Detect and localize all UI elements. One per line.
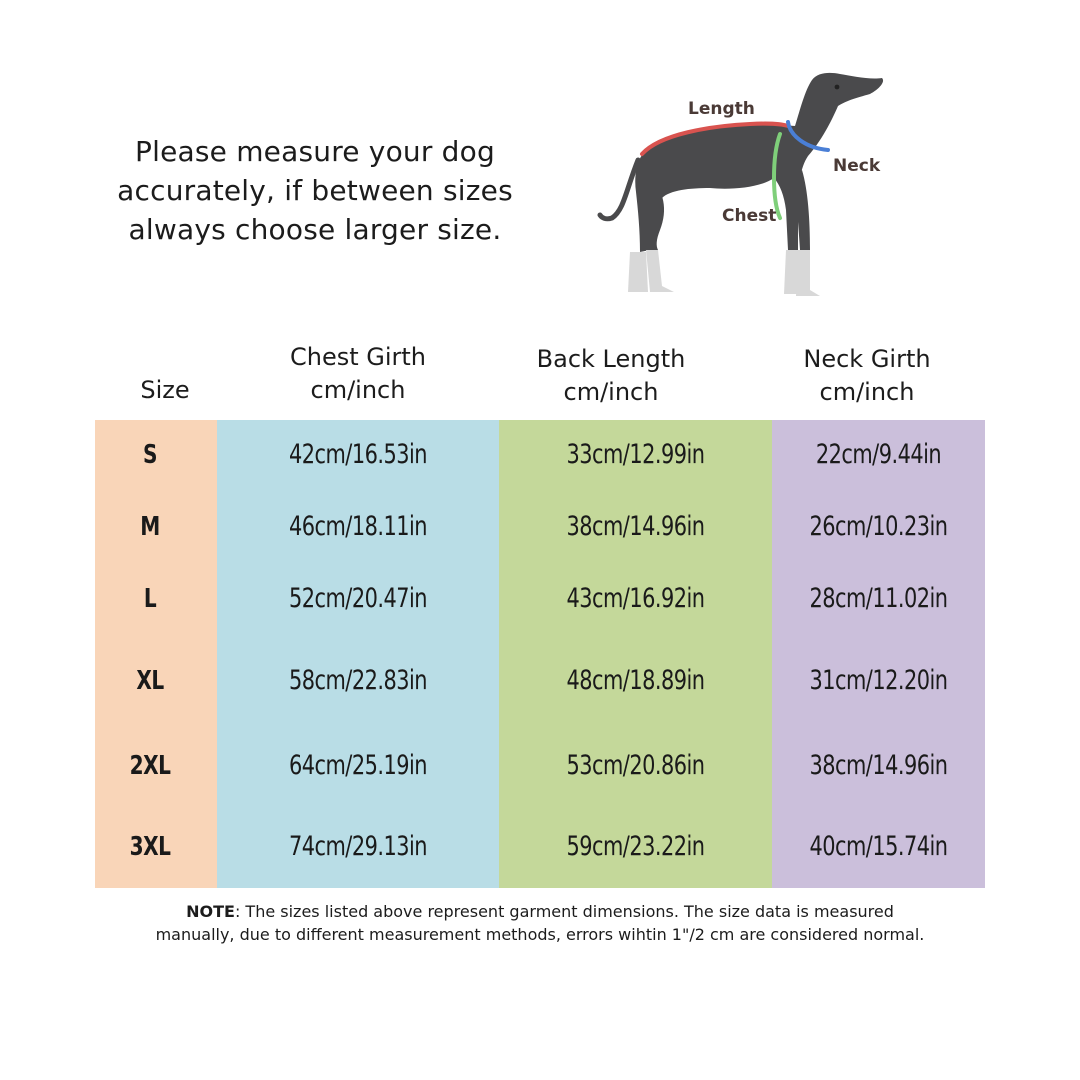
note-label: NOTE xyxy=(186,902,235,921)
back-column-band xyxy=(499,420,772,888)
neck-cell: 22cm/9.44in xyxy=(815,439,942,470)
dog-measurement-diagram: Length Neck Chest xyxy=(597,72,884,296)
note-text: NOTE: The sizes listed above represent g… xyxy=(60,900,1020,946)
back-cell: 48cm/18.89in xyxy=(566,665,705,696)
chest-cell: 74cm/29.13in xyxy=(288,831,428,862)
intro-line-3: always choose larger size. xyxy=(128,213,502,246)
chest-cell: 42cm/16.53in xyxy=(288,439,428,470)
length-label: Length xyxy=(688,99,755,119)
size-cell: 2XL xyxy=(129,751,171,781)
size-cell: M xyxy=(140,512,160,542)
intro-line-1: Please measure your dog xyxy=(135,135,495,168)
note-line-2: manually, due to different measurement m… xyxy=(155,925,925,944)
header-size: Size xyxy=(100,374,230,407)
header-neck-line2: cm/inch xyxy=(819,378,915,406)
neck-label: Neck xyxy=(833,156,881,176)
header-size-label: Size xyxy=(140,376,190,404)
neck-measure-line xyxy=(786,120,830,152)
header-chest-line2: cm/inch xyxy=(310,376,406,404)
intro-line-2: accurately, if between sizes xyxy=(117,174,513,207)
back-cell: 43cm/16.92in xyxy=(566,583,705,614)
size-column-band xyxy=(95,420,217,888)
note-line-1: NOTE: The sizes listed above represent g… xyxy=(60,900,1020,923)
neck-cell: 31cm/12.20in xyxy=(809,665,948,696)
chest-cell: 52cm/20.47in xyxy=(288,583,428,614)
dog-silhouette xyxy=(597,72,884,296)
chest-cell: 46cm/18.11in xyxy=(288,511,428,542)
header-chest-girth: Chest Girth cm/inch xyxy=(238,341,478,407)
back-cell: 53cm/20.86in xyxy=(566,750,705,781)
size-cell: S xyxy=(143,440,157,470)
header-back-line1: Back Length xyxy=(536,345,686,373)
neck-column-band xyxy=(772,420,985,888)
header-chest-line1: Chest Girth xyxy=(289,343,427,371)
chest-cell: 58cm/22.83in xyxy=(288,665,428,696)
size-cell: 3XL xyxy=(129,832,171,862)
back-cell: 59cm/23.22in xyxy=(566,831,705,862)
back-cell: 33cm/12.99in xyxy=(566,439,705,470)
chest-label: Chest xyxy=(722,206,776,226)
neck-cell: 28cm/11.02in xyxy=(809,583,948,614)
header-neck-line1: Neck Girth xyxy=(803,345,931,373)
header-back-length: Back Length cm/inch xyxy=(491,343,731,409)
chest-measure-line xyxy=(772,132,782,220)
header-neck-girth: Neck Girth cm/inch xyxy=(747,343,987,409)
size-cell: L xyxy=(143,584,157,614)
note-line-1-text: : The sizes listed above represent garme… xyxy=(234,902,894,921)
header-back-line2: cm/inch xyxy=(563,378,659,406)
chest-cell: 64cm/25.19in xyxy=(288,750,428,781)
size-cell: XL xyxy=(136,666,164,696)
back-cell: 38cm/14.96in xyxy=(566,511,705,542)
length-measure-line xyxy=(640,121,790,156)
chest-column-band xyxy=(217,420,499,888)
neck-cell: 40cm/15.74in xyxy=(809,831,948,862)
intro-text: Please measure your dog accurately, if b… xyxy=(110,132,520,249)
neck-cell: 38cm/14.96in xyxy=(809,750,948,781)
neck-cell: 26cm/10.23in xyxy=(809,511,948,542)
